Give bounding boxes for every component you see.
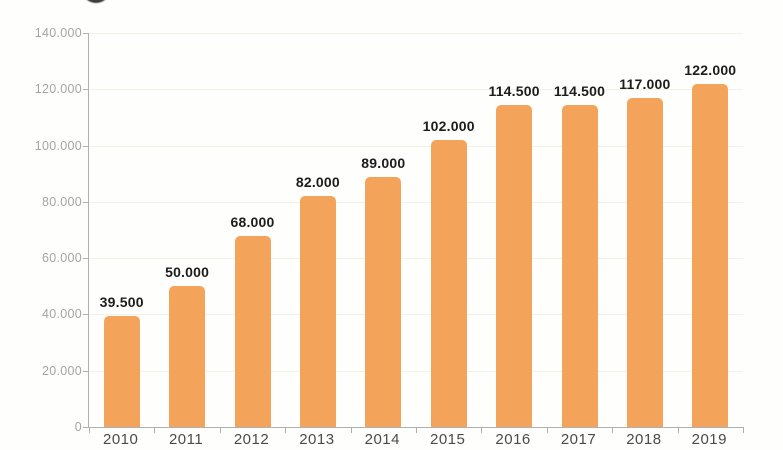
y-axis-tick [83,89,89,91]
gridline [89,258,743,260]
y-axis-tick [83,201,89,203]
x-axis-tick-label: 2011 [168,431,204,448]
gridline [89,33,743,34]
x-axis-tick-label: 2010 [103,431,139,448]
bar-value-label: 114.500 [553,82,606,99]
bar-2010 [103,315,140,427]
x-axis-tick [350,427,352,433]
x-axis-labels: 2010 2011 2012 2013 2014 2015 2016 2017 2018 2019 [88,432,742,450]
bar-value-label: 122.000 [684,61,737,78]
cropped-logo-circle [83,0,109,3]
x-axis-tick [416,427,417,433]
gridline [89,201,743,203]
gridline [89,89,743,91]
x-axis-tick-label: 2016 [495,431,531,448]
y-axis-tick-label: 0 [74,420,82,434]
bar-value-label: 50.000 [165,264,210,281]
bar-2016 [496,104,533,427]
bar-2013 [299,196,336,427]
x-axis-tick-label: 2017 [560,431,597,448]
gridline [89,370,743,372]
x-axis-tick [219,427,221,433]
x-axis-tick [743,427,744,433]
y-axis-tick [83,427,89,428]
y-axis-tick-label: 80.000 [41,194,82,209]
bar-value-label: 117.000 [619,75,671,92]
bar-2012 [234,235,271,427]
y-axis-tick [83,33,89,34]
y-axis-tick [83,258,89,260]
x-axis-tick-label: 2015 [430,431,466,448]
bar-2011 [169,286,206,427]
y-axis-labels: 0 20.000 40.000 60.000 80.000 100.000 120.000 1… [0,26,82,434]
y-axis-tick-label: 100.000 [34,138,82,153]
x-axis-tick [546,427,548,433]
plot-area: 39.500 50.000 68.000 82.000 89.000 102.000 114… [83,33,744,433]
bar-2019 [692,83,729,427]
x-axis-tick-label: 2018 [626,431,662,448]
bar-value-label: 102.000 [422,117,475,134]
y-axis-tick [83,314,89,316]
x-axis-tick [612,427,614,433]
x-axis-tick [89,427,90,433]
bar-2015 [430,139,467,427]
bar-value-label: 39.500 [99,293,144,310]
bar-2017 [561,104,598,427]
x-axis-tick-label: 2012 [233,431,270,448]
y-axis-tick-label: 60.000 [41,251,82,266]
y-axis-tick [83,370,89,372]
bar-value-label: 114.500 [488,82,540,99]
x-axis-tick [481,427,483,433]
x-axis-tick-label: 2013 [299,431,335,448]
y-axis-tick-label: 120.000 [34,82,82,97]
x-axis-tick [677,427,679,433]
x-axis-tick [285,427,287,433]
bar-value-label: 89.000 [361,154,406,171]
y-axis-tick-label: 20.000 [41,363,82,378]
x-axis-tick-label: 2014 [364,431,400,448]
bar-value-label: 82.000 [295,174,340,191]
bar-2014 [365,176,402,427]
y-axis-tick [83,145,89,147]
gridline [89,314,743,316]
x-axis-tick-label: 2019 [691,431,727,448]
gridline [89,145,743,147]
bar-value-label: 68.000 [230,213,275,230]
bar-2018 [626,97,663,427]
y-axis-tick-label: 140.000 [34,26,82,40]
y-axis-tick-label: 40.000 [41,307,82,322]
x-axis-tick [154,427,156,433]
